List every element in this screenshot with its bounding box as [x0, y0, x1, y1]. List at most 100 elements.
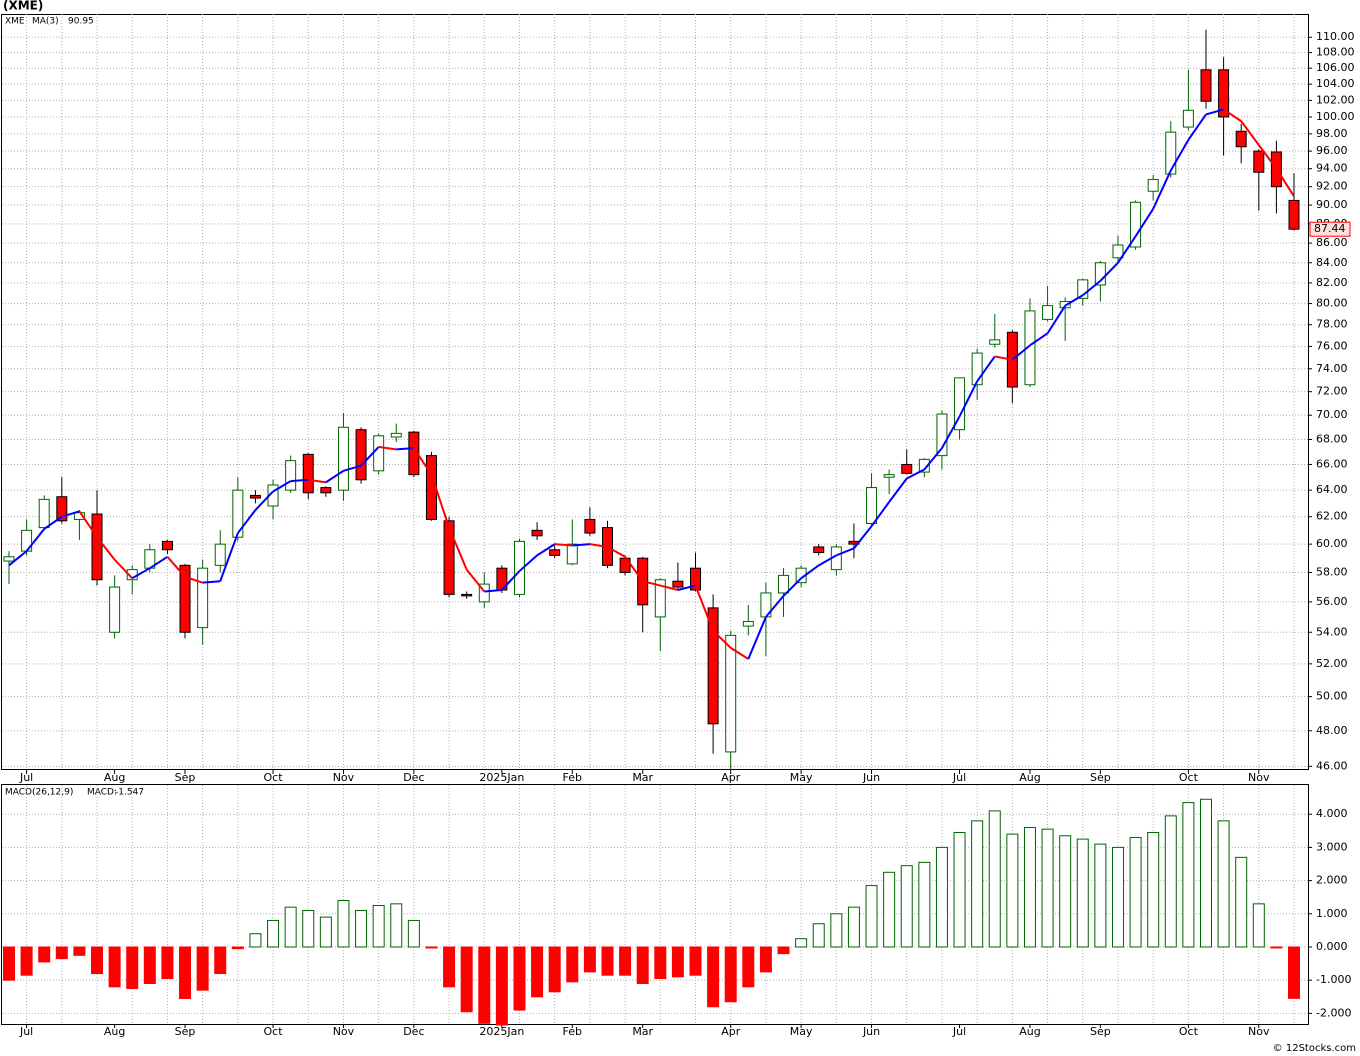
last-price: 87.44	[1314, 222, 1346, 235]
y-tick-label: 62.00	[1316, 510, 1348, 523]
ma-line	[923, 447, 943, 471]
y-tick-label: 82.00	[1316, 276, 1348, 289]
y-tick-label: 68.00	[1316, 432, 1348, 445]
ma-line	[25, 528, 45, 552]
x-tick-label: Aug	[104, 1025, 125, 1038]
macd-bar	[531, 946, 544, 998]
ma-line	[43, 515, 63, 530]
x-tick-label: Aug	[1019, 771, 1040, 784]
x-tick-label: Sep	[175, 1025, 196, 1038]
candle-body	[373, 435, 385, 472]
ma-line	[1064, 294, 1084, 307]
ma-line	[308, 478, 326, 484]
y-tick-label: 4.000	[1316, 807, 1348, 820]
y-tick-label: 92.00	[1316, 180, 1348, 193]
y-tick-label: 48.00	[1316, 724, 1348, 737]
candle-body	[443, 520, 455, 595]
macd-panel	[1, 784, 1309, 1025]
x-tick-label: Jul	[952, 771, 966, 784]
ma-line	[800, 564, 820, 580]
macd-bar	[390, 903, 403, 948]
candle-body	[866, 487, 878, 524]
candle-body	[337, 426, 349, 491]
ma-line	[1011, 344, 1031, 361]
x-tick-label: Jun	[862, 771, 880, 784]
ma-legend: MA(3)	[32, 17, 59, 27]
candle-body	[302, 453, 314, 494]
x-tick-label: Sep	[1090, 771, 1111, 784]
ma-line	[413, 447, 433, 476]
macd-bar	[900, 865, 913, 948]
macd-bar	[601, 946, 614, 976]
macd-bar	[1076, 838, 1089, 948]
macd-bar	[214, 946, 227, 975]
ma-line	[1046, 305, 1067, 334]
candle-body	[531, 529, 543, 537]
candle-body	[725, 634, 737, 753]
macd-bar	[812, 923, 825, 948]
ma-line	[343, 464, 362, 472]
credit: © 12Stocks.com	[1273, 1043, 1356, 1054]
ma-line	[677, 584, 696, 591]
ma-line	[202, 580, 221, 584]
candle-body	[707, 607, 719, 725]
ma-line	[61, 510, 80, 518]
x-tick-label: 2025Jan	[479, 771, 524, 784]
macd-bar	[478, 946, 491, 1024]
ma-line	[994, 355, 1013, 361]
macd-bar	[953, 831, 966, 948]
macd-bar	[865, 885, 878, 948]
y-tick-label: 56.00	[1316, 595, 1348, 608]
candle-body	[161, 540, 173, 551]
macd-bar	[1094, 843, 1107, 948]
ma-line	[1257, 144, 1278, 170]
macd-bar	[126, 946, 139, 989]
ma-line	[589, 543, 608, 548]
macd-bar	[724, 946, 737, 1003]
ma-line	[941, 415, 961, 449]
candle-body	[91, 513, 103, 581]
candle-body	[813, 546, 825, 554]
ma-line	[607, 546, 626, 558]
macd-bar	[319, 916, 332, 948]
candle-body	[285, 460, 297, 491]
candle-body	[214, 543, 226, 566]
candle-body	[408, 431, 420, 476]
ma-line	[166, 556, 186, 578]
macd-bar	[108, 946, 121, 988]
candle-body	[1147, 178, 1159, 192]
x-tick-label: Mar	[632, 1025, 653, 1038]
macd-bar	[1006, 833, 1019, 948]
macd-bar	[443, 946, 456, 988]
candle-body	[1094, 262, 1106, 286]
macd-bar	[935, 846, 948, 948]
y-tick-label: 108.00	[1316, 46, 1355, 59]
macd-bar	[1182, 802, 1195, 948]
ma-line	[219, 532, 239, 582]
ma-line	[730, 647, 749, 660]
candle-body	[1218, 69, 1230, 118]
ma-line	[835, 547, 855, 557]
candle-body	[654, 579, 666, 618]
candle-body	[566, 543, 578, 565]
ma-line	[870, 501, 890, 527]
candle-body	[1288, 199, 1300, 230]
macd-bar	[143, 946, 156, 985]
y-tick-label: 0.000	[1316, 940, 1348, 953]
y-tick-label: 100.00	[1316, 110, 1355, 123]
x-tick-label: Dec	[403, 1025, 424, 1038]
ma-line	[184, 575, 203, 584]
macd-bar	[759, 946, 772, 973]
macd-bar	[918, 861, 931, 948]
candle-body	[901, 463, 913, 474]
ma-line	[1275, 168, 1295, 197]
x-tick-label: Jul	[19, 771, 33, 784]
x-tick-label: Apr	[721, 1025, 741, 1038]
macd-bar	[1041, 828, 1054, 948]
macd-bar	[1288, 946, 1300, 999]
ma-line	[536, 543, 556, 557]
macd-bar	[636, 946, 649, 985]
macd-bar	[707, 946, 720, 1008]
macd-bar	[619, 946, 632, 976]
x-tick-label: 2025Jan	[479, 1025, 524, 1038]
